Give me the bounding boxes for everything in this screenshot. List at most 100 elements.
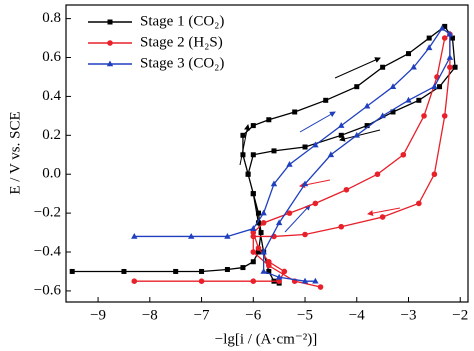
x-tick-label: −8 xyxy=(142,307,158,323)
marker xyxy=(286,160,293,167)
marker xyxy=(446,30,454,37)
marker xyxy=(250,123,256,129)
marker xyxy=(255,210,261,216)
marker xyxy=(240,265,246,271)
marker xyxy=(188,232,195,239)
series-line xyxy=(134,27,451,282)
y-tick-label: 0.4 xyxy=(42,88,61,104)
marker xyxy=(245,171,251,177)
legend-marker xyxy=(107,40,113,46)
marker xyxy=(198,278,205,284)
marker xyxy=(301,180,309,187)
marker xyxy=(431,83,438,89)
marker xyxy=(240,132,246,138)
x-tick-label: −4 xyxy=(349,307,365,323)
marker xyxy=(406,51,412,57)
marker xyxy=(258,230,264,236)
marker xyxy=(271,148,277,154)
marker xyxy=(416,200,422,207)
marker xyxy=(255,220,261,226)
marker xyxy=(447,64,453,71)
marker xyxy=(312,277,319,284)
marker xyxy=(302,144,308,150)
y-tick-label: −0.4 xyxy=(34,243,62,259)
marker xyxy=(275,219,283,226)
marker xyxy=(343,186,350,193)
marker xyxy=(260,209,267,216)
marker xyxy=(441,113,448,119)
marker xyxy=(266,262,272,269)
marker xyxy=(286,210,293,216)
marker xyxy=(327,151,335,158)
marker xyxy=(266,117,272,123)
legend-label: Stage 1 (CO₂) xyxy=(140,13,224,29)
marker xyxy=(250,278,257,284)
x-tick-label: −6 xyxy=(245,307,261,323)
marker xyxy=(255,245,262,251)
marker xyxy=(69,268,75,274)
x-tick-label: −2 xyxy=(452,307,468,323)
marker xyxy=(250,152,256,158)
marker xyxy=(354,84,360,90)
marker xyxy=(250,259,256,265)
marker xyxy=(421,113,427,119)
marker xyxy=(250,225,257,231)
marker xyxy=(452,64,458,70)
series-line xyxy=(134,32,451,288)
marker xyxy=(338,132,344,138)
marker xyxy=(302,231,308,238)
marker xyxy=(224,267,230,273)
legend-label: Stage 3 (CO₂) xyxy=(140,55,224,71)
marker xyxy=(121,268,127,274)
marker xyxy=(276,278,282,284)
marker xyxy=(425,44,433,51)
marker xyxy=(410,63,417,70)
annotation-arrows xyxy=(239,57,401,233)
marker xyxy=(390,109,396,115)
marker xyxy=(446,54,454,60)
marker xyxy=(379,214,386,220)
marker xyxy=(438,24,446,31)
legend-marker xyxy=(106,60,114,67)
marker xyxy=(292,109,298,115)
y-tick-label: −0.6 xyxy=(34,282,62,298)
marker xyxy=(260,248,267,255)
marker xyxy=(281,268,288,275)
marker xyxy=(131,278,138,284)
marker xyxy=(260,267,267,274)
marker xyxy=(364,123,370,129)
x-tick-label: −5 xyxy=(297,307,313,323)
marker xyxy=(250,229,257,236)
marker xyxy=(416,97,422,103)
marker xyxy=(431,171,438,178)
marker xyxy=(199,268,205,274)
marker xyxy=(173,268,179,274)
x-tick-label: −3 xyxy=(401,307,417,323)
marker xyxy=(266,268,272,274)
marker xyxy=(338,223,345,230)
marker xyxy=(224,232,231,239)
marker xyxy=(312,200,319,207)
marker xyxy=(389,83,397,89)
marker xyxy=(317,284,324,290)
y-tick-label: −0.2 xyxy=(34,205,61,221)
legend-marker xyxy=(107,19,113,25)
y-tick-label: 0.8 xyxy=(42,10,61,26)
marker xyxy=(301,277,309,284)
y-tick-label: 0.2 xyxy=(42,127,61,143)
marker xyxy=(363,102,371,109)
y-axis-label: E / V vs. SCE xyxy=(7,111,23,194)
marker xyxy=(379,112,386,119)
marker xyxy=(266,258,272,265)
marker xyxy=(275,273,283,280)
y-tick-label: 0.6 xyxy=(42,49,61,65)
marker xyxy=(131,232,138,239)
marker xyxy=(442,23,448,29)
marker xyxy=(374,171,381,178)
marker xyxy=(250,191,256,197)
x-tick-label: −9 xyxy=(90,307,106,323)
x-tick-label: −7 xyxy=(194,307,210,323)
marker xyxy=(449,35,455,41)
marker xyxy=(380,64,386,70)
